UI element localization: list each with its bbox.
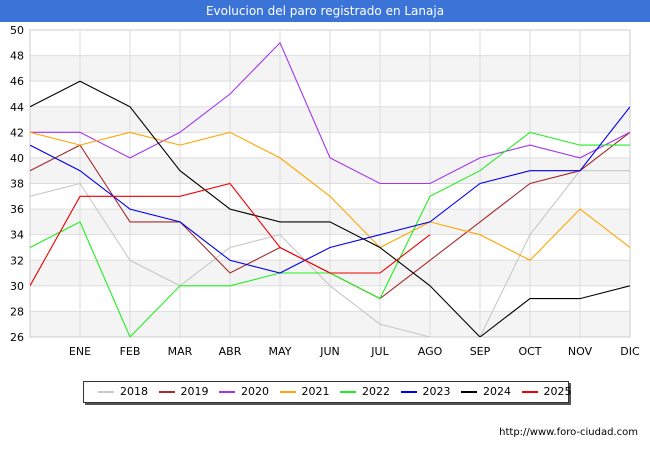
series-line-2025 [30,182,431,287]
legend-label: 2025 [543,385,572,398]
legend-swatch [521,391,538,393]
legend-swatch [158,391,175,393]
y-tick-label: 50 [10,24,24,37]
legend-swatch [279,391,296,393]
y-tick-label: 32 [10,254,24,267]
x-tick-label: MAY [269,345,292,358]
series-line-2023 [30,106,630,274]
x-tick-label: JUN [319,345,340,358]
y-tick-label: 36 [10,203,24,216]
x-tick-label: JUL [370,345,389,358]
legend-label: 2020 [241,385,269,398]
y-tick-label: 48 [10,50,24,63]
legend-label: 2018 [120,385,148,398]
y-tick-label: 46 [10,75,24,88]
legend-swatch [219,391,235,393]
legend-label: 2024 [483,385,511,398]
title-bar [0,0,650,22]
y-tick-label: 30 [10,280,24,293]
x-tick-label: FEB [120,345,141,358]
x-tick-label: SEP [470,345,491,358]
y-tick-label: 44 [10,101,24,114]
y-tick-label: 42 [10,126,24,139]
legend-swatch [400,391,417,393]
legend: 2018 2019 2020 2021 2022 2023 2024 2025 [83,381,572,403]
source-url[interactable]: http://www.foro-ciudad.com [499,427,638,438]
y-tick-label: 40 [10,152,24,165]
legend-swatch [98,391,114,393]
x-tick-label: ENE [69,345,91,358]
legend-swatch [340,391,356,393]
x-tick-label: MAR [168,345,193,358]
series-line-2021 [30,131,630,261]
legend-label: 2019 [180,385,209,398]
legend-swatch [461,391,477,393]
x-tick-label: AGO [418,345,443,358]
x-tick-label: DIC [620,345,640,358]
y-tick-label: 34 [10,229,24,242]
series-line-2018 [30,170,630,337]
x-tick-label: OCT [518,345,541,358]
x-tick-label: ABR [219,345,242,358]
legend-label: 2022 [362,385,390,398]
x-tick-label: NOV [568,345,593,358]
legend-label: 2023 [422,385,451,398]
series-line-2020 [30,41,630,185]
y-tick-label: 28 [10,305,24,318]
y-tick-label: 26 [10,331,24,344]
y-tick-label: 38 [10,178,24,191]
plot-frame [29,29,631,338]
legend-label: 2021 [301,385,330,398]
series-line-2024 [30,80,630,337]
chart-title: Evolucion del paro registrado en Lanaja [205,4,445,18]
